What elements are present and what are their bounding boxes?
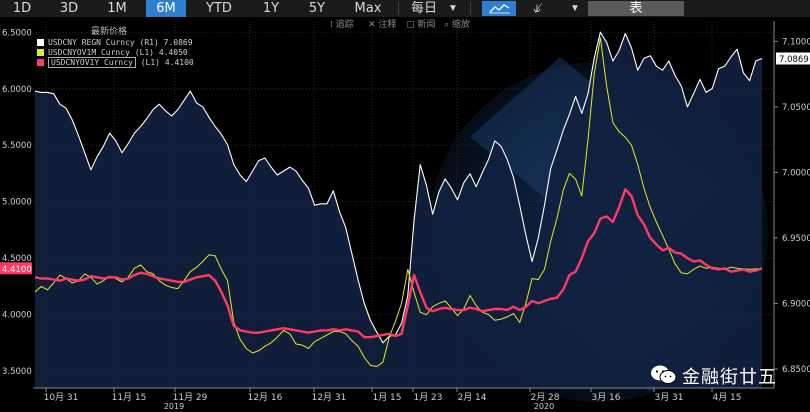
legend-axis: (L1) bbox=[134, 48, 154, 57]
range-max-button[interactable]: Max bbox=[354, 1, 382, 16]
range-toolbar: 1D 3D 1M 6M YTD 1Y 5Y Max 每日 ▼ ⫝̸ ▼ 表 bbox=[0, 0, 810, 17]
left-tick-label: 3.5000 bbox=[2, 367, 32, 377]
legend-title: 最新价格 bbox=[91, 27, 128, 37]
legend-swatch bbox=[37, 49, 44, 56]
legend-swatch bbox=[37, 39, 44, 46]
chart-type-dropdown-icon[interactable]: ▼ bbox=[570, 3, 580, 14]
legend-value: 4.4100 bbox=[164, 58, 194, 67]
legend-value: 4.4050 bbox=[158, 48, 188, 57]
right-tick-label: 7.0500 bbox=[782, 103, 810, 113]
price-chart[interactable]: 10月 31 11月 15 11月 29 12月 16 12月 31 1月 15 1月 23… bbox=[0, 17, 810, 412]
series-line-2 bbox=[34, 188, 763, 339]
range-5y-button[interactable]: 5Y bbox=[308, 1, 326, 16]
watermark-text: 金融街廿五 bbox=[682, 367, 777, 388]
left-last-value-label: 4.4100 bbox=[2, 265, 32, 275]
zoom-tool[interactable]: ⌕ 缩放 bbox=[444, 20, 470, 30]
left-tick-label: 4.5000 bbox=[2, 254, 32, 264]
x-tick-label: 11月 15 bbox=[112, 392, 147, 403]
legend-item-usdcnyov1m[interactable]: USDCNYOV1M Curncy (L1) 4.4050 bbox=[37, 48, 194, 58]
right-tick-label: 7.1000 bbox=[782, 37, 810, 47]
right-tick-label: 6.8500 bbox=[782, 365, 810, 375]
legend-series-name: USDCNY REGN Curncy bbox=[48, 38, 135, 47]
news-tool[interactable]: ▢ 新闻 bbox=[406, 20, 436, 30]
x-tick-label: 3月 31 bbox=[654, 392, 683, 403]
legend-item-usdcny[interactable]: USDCNY REGN Curncy (R1) 7.0869 bbox=[37, 38, 194, 48]
series-area-0 bbox=[35, 32, 762, 388]
zoom-label: 缩放 bbox=[451, 20, 470, 30]
x-tick-label: 2月 28 bbox=[530, 392, 559, 403]
range-3d-button[interactable]: 3D bbox=[59, 1, 79, 16]
annotate-label: 注释 bbox=[378, 20, 397, 30]
annotate-tool[interactable]: ✕ 注释 bbox=[368, 20, 397, 30]
x-tick-label: 1月 15 bbox=[372, 392, 401, 403]
legend-series-name: USDCNYOV1M Curncy bbox=[48, 48, 130, 57]
chart-axes: 10月 31 11月 15 11月 29 12月 16 12月 31 1月 15 1月 23… bbox=[0, 21, 810, 411]
range-1d-button[interactable]: 1D bbox=[12, 1, 32, 16]
legend-swatch bbox=[37, 59, 44, 66]
frequency-select[interactable]: 每日 bbox=[410, 1, 437, 16]
year-label: 2020 bbox=[534, 402, 554, 411]
x-tick-label: 12月 16 bbox=[248, 392, 283, 403]
track-label: 追踪 bbox=[335, 20, 354, 30]
usdcny-area-fill bbox=[35, 32, 762, 388]
series-lines bbox=[34, 31, 763, 367]
left-tick-label: 6.5000 bbox=[2, 28, 32, 38]
range-1m-button[interactable]: 1M bbox=[107, 1, 127, 16]
range-ytd-button[interactable]: YTD bbox=[206, 1, 232, 16]
x-tick-label: 2月 14 bbox=[457, 392, 486, 403]
line-chart-toggle[interactable] bbox=[482, 1, 516, 16]
legend-axis: (L1) bbox=[140, 58, 160, 67]
x-tick-label: 10月 31 bbox=[44, 392, 79, 403]
right-last-value-label: 7.0869 bbox=[779, 55, 809, 65]
x-tick-label: 3月 16 bbox=[591, 392, 620, 403]
right-tick-label: 6.9000 bbox=[782, 299, 810, 309]
candlestick-chart-icon[interactable]: ⫝̸ bbox=[533, 1, 541, 15]
legend-item-usdcnyov1y[interactable]: USDCNYOV1Y Curncy (L1) 4.4100 bbox=[37, 57, 194, 68]
wechat-icon bbox=[651, 365, 677, 384]
x-tick-label: 11月 29 bbox=[173, 392, 208, 403]
x-tick-label: 4月 15 bbox=[712, 392, 741, 403]
right-last-value-box bbox=[776, 52, 810, 65]
left-tick-label: 6.0000 bbox=[2, 85, 32, 95]
x-tick-label: 1月 23 bbox=[413, 392, 442, 403]
legend-value: 7.0869 bbox=[163, 38, 193, 47]
x-tick-label: 12月 31 bbox=[312, 392, 347, 403]
right-tick-label: 6.9500 bbox=[782, 234, 810, 244]
range-1y-button[interactable]: 1Y bbox=[262, 1, 280, 16]
left-last-value-box bbox=[0, 262, 32, 275]
left-tick-label: 5.0000 bbox=[2, 198, 32, 208]
year-label: 2019 bbox=[164, 402, 184, 411]
right-tick-label: 7.0000 bbox=[782, 168, 810, 178]
legend-axis: (R1) bbox=[139, 38, 159, 47]
line-chart-icon bbox=[489, 4, 510, 14]
range-6m-button[interactable]: 6M bbox=[146, 0, 186, 17]
left-tick-label: 5.5000 bbox=[2, 141, 32, 151]
left-tick-label: 4.0000 bbox=[2, 311, 32, 321]
frequency-dropdown-icon[interactable]: ▼ bbox=[448, 3, 458, 14]
chart-legend: 最新价格 USDCNY REGN Curncy (R1) 7.0869 USDC… bbox=[37, 24, 194, 68]
series-line-0 bbox=[34, 31, 763, 344]
table-view-button[interactable]: 表 bbox=[588, 1, 684, 16]
legend-series-name: USDCNYOV1Y Curncy bbox=[48, 57, 136, 68]
news-label: 新闻 bbox=[417, 20, 436, 30]
track-tool[interactable]: ⁞ 追踪 bbox=[330, 20, 354, 30]
